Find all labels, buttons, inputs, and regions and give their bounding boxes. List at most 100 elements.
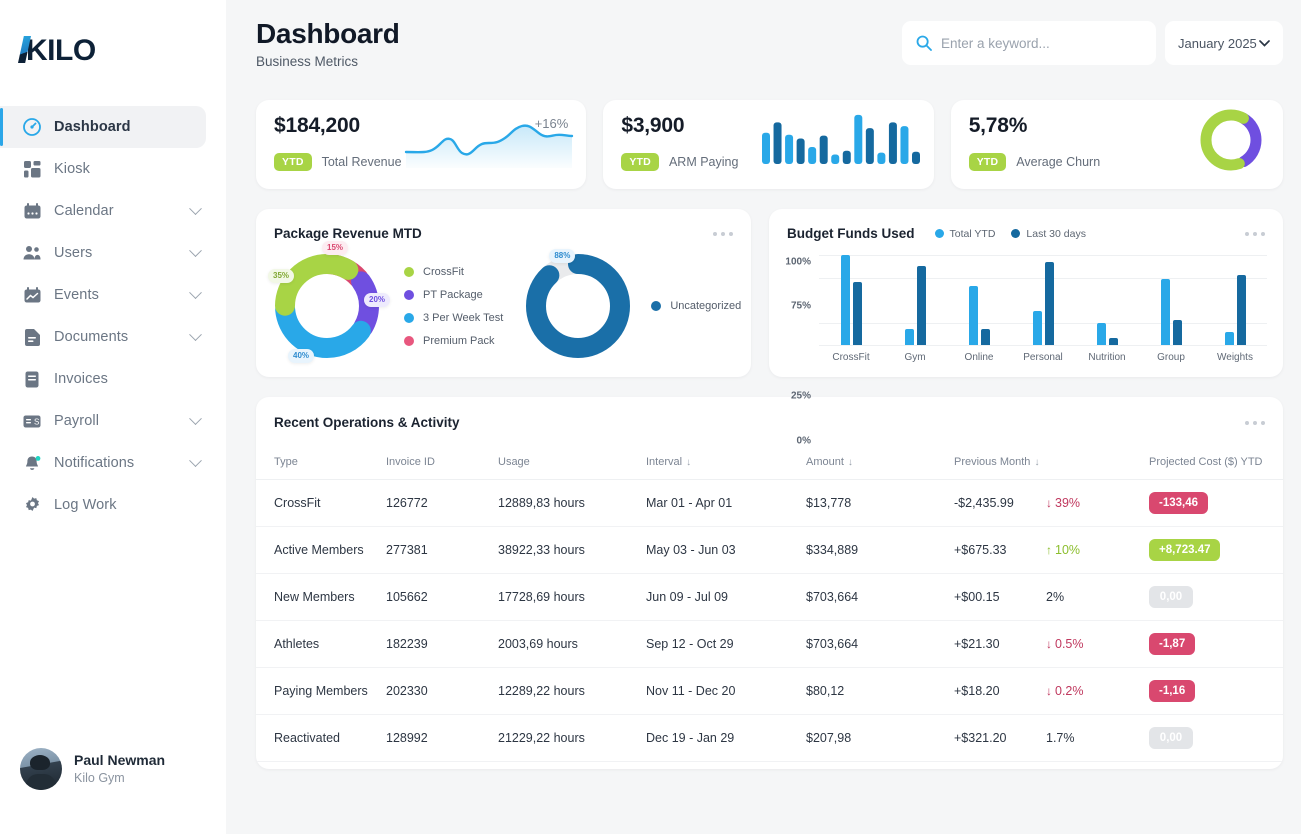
kpi-value: $3,900 bbox=[621, 114, 685, 137]
cell-projected-cost: 0,00 bbox=[1149, 714, 1283, 762]
bar[interactable] bbox=[968, 285, 978, 345]
user-profile[interactable]: Paul Newman Kilo Gym bbox=[20, 748, 165, 790]
bar[interactable] bbox=[1172, 319, 1182, 345]
bar-group bbox=[819, 249, 883, 345]
table-header: Type Invoice ID Usage Interval ↓ Amount ↓ … bbox=[256, 444, 1283, 480]
sidebar-item-documents[interactable]: Documents bbox=[0, 316, 206, 358]
sidebar-item-notifications[interactable]: Notifications bbox=[0, 442, 206, 484]
month-select[interactable]: January 2025 bbox=[1165, 21, 1283, 65]
sidebar-item-label: Users bbox=[54, 245, 93, 261]
column-label: Type bbox=[274, 456, 298, 468]
table-header-row: Type Invoice ID Usage Interval ↓ Amount ↓ … bbox=[256, 444, 1283, 480]
sidebar-item-label: Dashboard bbox=[54, 119, 131, 135]
legend-color-swatch bbox=[404, 289, 414, 300]
column-header-usage[interactable]: Usage bbox=[498, 444, 646, 480]
bar[interactable] bbox=[1160, 278, 1170, 345]
column-header-amount[interactable]: Amount ↓ bbox=[806, 444, 954, 480]
bar[interactable] bbox=[840, 255, 850, 345]
sidebar-item-invoices[interactable]: Invoices bbox=[0, 358, 206, 400]
change-indicator: 1.7% bbox=[1046, 731, 1075, 745]
more-options-icon[interactable] bbox=[1245, 420, 1265, 425]
bar-group bbox=[1139, 249, 1203, 345]
bar[interactable] bbox=[1096, 323, 1106, 345]
chevron-down-icon[interactable] bbox=[189, 201, 202, 215]
table-row[interactable]: CrossFit 126772 12889,83 hours Mar 01 - Apr… bbox=[256, 479, 1283, 527]
calendar-icon bbox=[22, 201, 42, 221]
bar[interactable] bbox=[1236, 275, 1246, 345]
column-header-projected-cost[interactable]: Projected Cost ($) YTD bbox=[1149, 444, 1283, 480]
column-header-previous-month[interactable]: Previous Month ↓ bbox=[954, 444, 1149, 480]
sidebar-item-payroll[interactable]: S Payroll bbox=[0, 400, 206, 442]
sidebar-item-calendar[interactable]: Calendar bbox=[0, 190, 206, 232]
table-row[interactable]: New Members 105662 17728,69 hours Jun 09 - … bbox=[256, 573, 1283, 621]
cell-amount: $207,98 bbox=[806, 714, 954, 762]
column-header-interval[interactable]: Interval ↓ bbox=[646, 444, 806, 480]
budget-funds-panel: Budget Funds Used Total YTD Last 30 days bbox=[769, 209, 1283, 447]
column-header-type[interactable]: Type bbox=[256, 444, 386, 480]
chevron-down-icon[interactable] bbox=[189, 243, 202, 257]
status-badge: +8,723.47 bbox=[1149, 539, 1221, 561]
y-axis-tick-label: 0% bbox=[796, 435, 811, 447]
legend-label: Premium Pack bbox=[423, 334, 495, 347]
cell-amount: $703,664 bbox=[806, 620, 954, 668]
uncategorized-donut-chart: 88% bbox=[517, 245, 639, 367]
sidebar-item-events[interactable]: Events bbox=[0, 274, 206, 316]
sidebar-item-kiosk[interactable]: Kiosk bbox=[0, 148, 206, 190]
x-axis-tick-label: Group bbox=[1157, 352, 1185, 363]
more-options-icon[interactable] bbox=[713, 231, 733, 236]
legend-label: Uncategorized bbox=[670, 300, 742, 312]
sidebar-item-dashboard[interactable]: Dashboard bbox=[0, 106, 206, 148]
change-value: 39% bbox=[1055, 496, 1081, 510]
table-row[interactable]: Athletes 182239 2003,69 hours Sep 12 - Oct … bbox=[256, 620, 1283, 668]
column-header-invoice[interactable]: Invoice ID bbox=[386, 444, 498, 480]
search-input[interactable] bbox=[941, 35, 1142, 51]
sort-descending-icon[interactable]: ↓ bbox=[1034, 457, 1040, 468]
bar[interactable] bbox=[904, 328, 914, 345]
cell-interval: Mar 01 - Apr 01 bbox=[646, 479, 806, 527]
x-axis-tick-label: Weights bbox=[1217, 352, 1253, 363]
search-box[interactable] bbox=[902, 21, 1156, 65]
cell-type: New Members bbox=[256, 573, 386, 621]
sidebar-item-users[interactable]: Users bbox=[0, 232, 206, 274]
legend-label: CrossFit bbox=[423, 265, 464, 278]
bar[interactable] bbox=[916, 266, 926, 345]
sidebar-item-log-work[interactable]: Log Work bbox=[0, 484, 206, 526]
kpi-card-average-churn[interactable]: 5,78% YTD Average Churn bbox=[950, 100, 1284, 189]
bar[interactable] bbox=[980, 328, 990, 345]
chevron-down-icon[interactable] bbox=[189, 411, 202, 425]
table-row[interactable]: Paying Members 202330 12289,22 hours Nov 11… bbox=[256, 667, 1283, 715]
bar[interactable] bbox=[1032, 310, 1042, 345]
sparkline-area-chart bbox=[404, 116, 574, 173]
sort-descending-icon[interactable]: ↓ bbox=[847, 457, 853, 468]
cell-type: Reactivated bbox=[256, 714, 386, 762]
cell-invoice-id: 202330 bbox=[386, 667, 498, 715]
kpi-card-arm-paying[interactable]: $3,900 YTD ARM Paying bbox=[603, 100, 934, 189]
chevron-down-icon[interactable] bbox=[189, 327, 202, 341]
cell-usage: 38922,33 hours bbox=[498, 526, 646, 574]
chevron-down-icon[interactable] bbox=[189, 453, 202, 467]
table-row[interactable]: Reactivated 128992 21229,22 hours Dec 19 - … bbox=[256, 714, 1283, 762]
bar[interactable] bbox=[1044, 262, 1054, 345]
chevron-down-icon[interactable] bbox=[189, 285, 202, 299]
sort-descending-icon[interactable]: ↓ bbox=[686, 457, 692, 468]
change-value: 0.2% bbox=[1055, 684, 1084, 698]
change-value: 10% bbox=[1055, 543, 1081, 557]
recent-operations-panel: Recent Operations & Activity Type Invoic… bbox=[256, 397, 1283, 769]
cell-invoice-id: 182239 bbox=[386, 620, 498, 668]
legend-color-swatch bbox=[404, 335, 414, 346]
kpi-card-total-revenue[interactable]: $184,200 +16% YTD Total Revenue bbox=[256, 100, 587, 189]
bar[interactable] bbox=[852, 282, 862, 345]
cell-interval: Sep 12 - Oct 29 bbox=[646, 620, 806, 668]
bar-group bbox=[947, 249, 1011, 345]
change-indicator: ↓ 0.2% bbox=[1046, 684, 1084, 698]
trend-down-icon: ↓ bbox=[1046, 684, 1052, 698]
status-badge: YTD bbox=[968, 153, 1007, 171]
bar[interactable] bbox=[1108, 337, 1118, 345]
brand-logo[interactable]: KILO bbox=[0, 24, 226, 78]
table-row[interactable]: Active Members 277381 38922,33 hours May 03… bbox=[256, 526, 1283, 574]
previous-month-value: +$00.15 bbox=[954, 590, 1000, 604]
bar[interactable] bbox=[1224, 332, 1234, 345]
cell-amount: $703,664 bbox=[806, 573, 954, 621]
more-options-icon[interactable] bbox=[1245, 231, 1265, 236]
